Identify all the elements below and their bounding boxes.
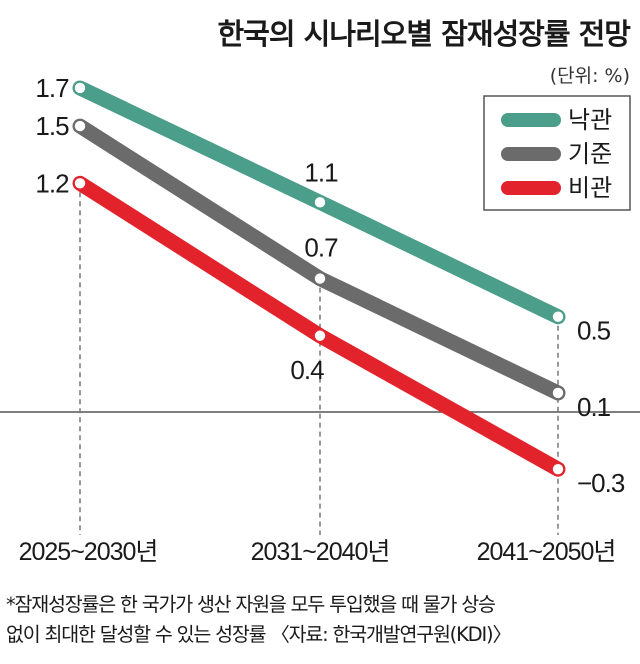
data-point (74, 120, 86, 132)
legend-label: 비관 (568, 174, 612, 202)
data-point (74, 178, 86, 189)
category-guides (79, 183, 559, 535)
data-point (314, 197, 326, 208)
legend-label: 낙관 (568, 106, 612, 134)
footnote-line-2: 없이 최대한 달성할 수 있는 성장률 〈자료: 한국개발연구원(KDI)〉 (6, 623, 512, 646)
data-labels: 1.7 1.1 0.5 1.5 0.7 0.1 1.2 0.4 −0.3 (35, 73, 625, 498)
footnote: *잠재성장률은 한 국가가 생산 자원을 모두 투입했을 때 물가 상승 없이 … (6, 590, 638, 650)
series-line-3 (72, 175, 566, 477)
data-point (552, 387, 564, 399)
data-point (552, 311, 564, 322)
legend-label: 기준 (568, 140, 612, 168)
data-point (74, 82, 86, 94)
data-label: 1.5 (35, 111, 69, 141)
chart-title: 한국의 시나리오별 잠재성장률 전망 (218, 17, 632, 51)
data-label: 0.5 (577, 316, 611, 346)
data-label: 0.7 (304, 233, 338, 263)
data-label: 1.2 (35, 168, 69, 198)
data-point (552, 463, 564, 475)
x-tick-label: 2031~2040년 (251, 538, 390, 566)
data-point (314, 273, 326, 284)
data-point (314, 330, 326, 341)
x-tick-label: 2025~2030년 (19, 538, 158, 566)
data-label: −0.3 (577, 468, 625, 498)
footnote-line-1: *잠재성장률은 한 국가가 생산 자원을 모두 투입했을 때 물가 상승 (6, 593, 496, 616)
data-label: 0.1 (577, 392, 611, 422)
unit-note: (단위: %) (550, 65, 630, 87)
data-label: 1.7 (35, 73, 69, 103)
data-label: 0.4 (290, 355, 324, 385)
data-points (74, 82, 564, 475)
x-axis-labels: 2025~2030년 2031~2040년 2041~2050년 (19, 538, 617, 566)
x-tick-label: 2041~2050년 (477, 538, 616, 566)
data-label: 1.1 (304, 157, 338, 187)
